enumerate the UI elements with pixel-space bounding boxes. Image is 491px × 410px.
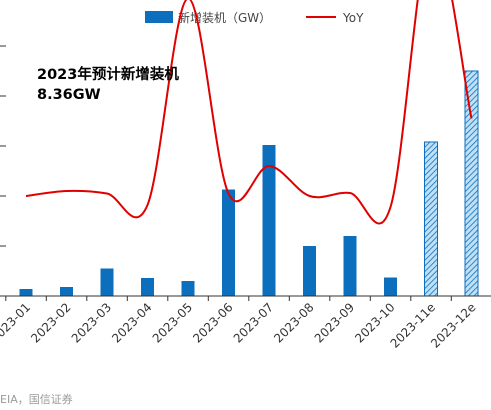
bar-2023-08 [303,246,316,296]
x-tick-label: 2023-05 [150,300,195,345]
x-tick-label: 2023-02 [28,300,73,345]
bar-2023-02 [60,287,73,296]
yoy-series-line [25,0,473,225]
x-tick-label: 2023-01 [0,300,33,345]
bar-2023-10 [384,277,397,296]
annotation-line-2: 8.36GW [37,87,101,103]
bars [19,70,479,297]
annotation-line-1: 2023年预计新增装机 [37,65,179,83]
bar-2023-01 [19,289,33,296]
x-tick-label: 2023-03 [69,300,114,345]
bar-2023-12e [464,70,479,297]
bar-2023-07 [262,145,276,296]
x-axis-ticks [5,296,452,301]
x-tick-label: 2023-09 [312,300,357,345]
x-tick-label: 2023-08 [271,300,316,345]
bar-2023-03 [100,268,114,296]
source-note: EIA，国信证券 [0,393,73,406]
bar-2023-06 [222,189,235,296]
x-tick-label: 2023-06 [190,300,235,345]
legend-bar-swatch [145,11,173,23]
x-tick-label: 2023-04 [109,300,154,345]
bar-2023-09 [343,236,357,296]
legend: 新增装机（GW） YoY [145,10,364,25]
bar-2023-04 [141,278,154,296]
y-tick-marks [0,45,6,247]
legend-line-label: YoY [342,11,364,25]
x-axis-labels: 2023-012023-022023-032023-042023-052023-… [0,300,479,351]
legend-bar-label: 新增装机（GW） [178,10,271,25]
bar-2023-11e [424,141,438,297]
bar-2023-05 [181,281,195,296]
x-tick-label: 2023-07 [231,300,276,345]
